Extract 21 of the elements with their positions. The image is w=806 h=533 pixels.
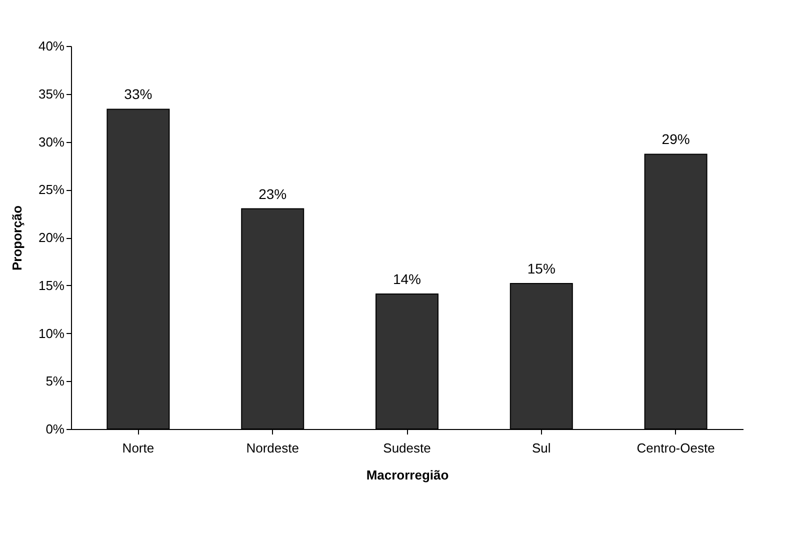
x-tick-label: Sul: [532, 440, 551, 456]
y-tick-label: 5%: [46, 374, 65, 389]
y-tick-label: 35%: [38, 86, 65, 102]
y-tick-label: 15%: [38, 278, 65, 293]
y-tick-label: 25%: [38, 182, 65, 198]
x-tick-label: Norte: [122, 440, 154, 456]
x-tick-label: Centro-Oeste: [636, 440, 715, 456]
data-label: 33%: [124, 86, 152, 102]
y-tick-label: 10%: [38, 326, 65, 341]
y-tick-label: 0%: [46, 422, 65, 436]
y-axis-title: Proporção: [9, 205, 24, 271]
x-tick-label: Sudeste: [383, 440, 431, 456]
x-axis-title: Macrorregião: [366, 468, 449, 482]
data-label: 29%: [662, 131, 690, 148]
data-label: 23%: [258, 186, 287, 202]
data-label: 14%: [392, 270, 422, 287]
data-label: 15%: [527, 260, 556, 276]
y-tick-label: 20%: [38, 230, 65, 245]
x-tick-label: Nordeste: [246, 440, 299, 456]
y-tick-label: 40%: [38, 38, 65, 54]
y-tick-label: 30%: [38, 134, 65, 150]
